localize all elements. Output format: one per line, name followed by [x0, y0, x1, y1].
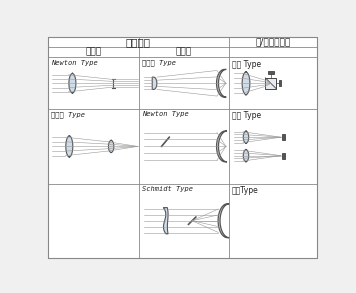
Polygon shape — [66, 136, 73, 157]
Polygon shape — [152, 77, 157, 89]
Text: 雙眼 Type: 雙眼 Type — [232, 111, 261, 120]
Polygon shape — [242, 72, 250, 95]
Polygon shape — [243, 131, 249, 143]
Text: Schmidt Type: Schmidt Type — [142, 186, 193, 192]
Polygon shape — [163, 208, 168, 234]
Text: 鏡片單元: 鏡片單元 — [126, 37, 151, 47]
Text: 單眼 Type: 單眼 Type — [232, 60, 261, 69]
Polygon shape — [216, 69, 226, 97]
Text: Newton Type: Newton Type — [142, 111, 189, 117]
Bar — [278, 80, 281, 86]
Polygon shape — [109, 140, 114, 153]
Bar — [282, 153, 285, 159]
Polygon shape — [243, 149, 249, 162]
Bar — [265, 78, 276, 89]
Text: 三眼Type: 三眼Type — [232, 186, 259, 195]
Polygon shape — [216, 131, 227, 162]
Polygon shape — [218, 204, 229, 238]
Text: 伽倒略 Type: 伽倒略 Type — [142, 60, 176, 67]
Text: Newton Type: Newton Type — [51, 60, 98, 66]
Bar — [268, 71, 274, 74]
Bar — [282, 134, 285, 140]
Text: 折射系: 折射系 — [85, 47, 101, 57]
Text: 克蒲勒 Type: 克蒲勒 Type — [51, 111, 85, 118]
Polygon shape — [69, 73, 76, 93]
Text: 送/收信單方法: 送/收信單方法 — [256, 37, 291, 46]
Text: 反射系: 反射系 — [176, 47, 192, 57]
